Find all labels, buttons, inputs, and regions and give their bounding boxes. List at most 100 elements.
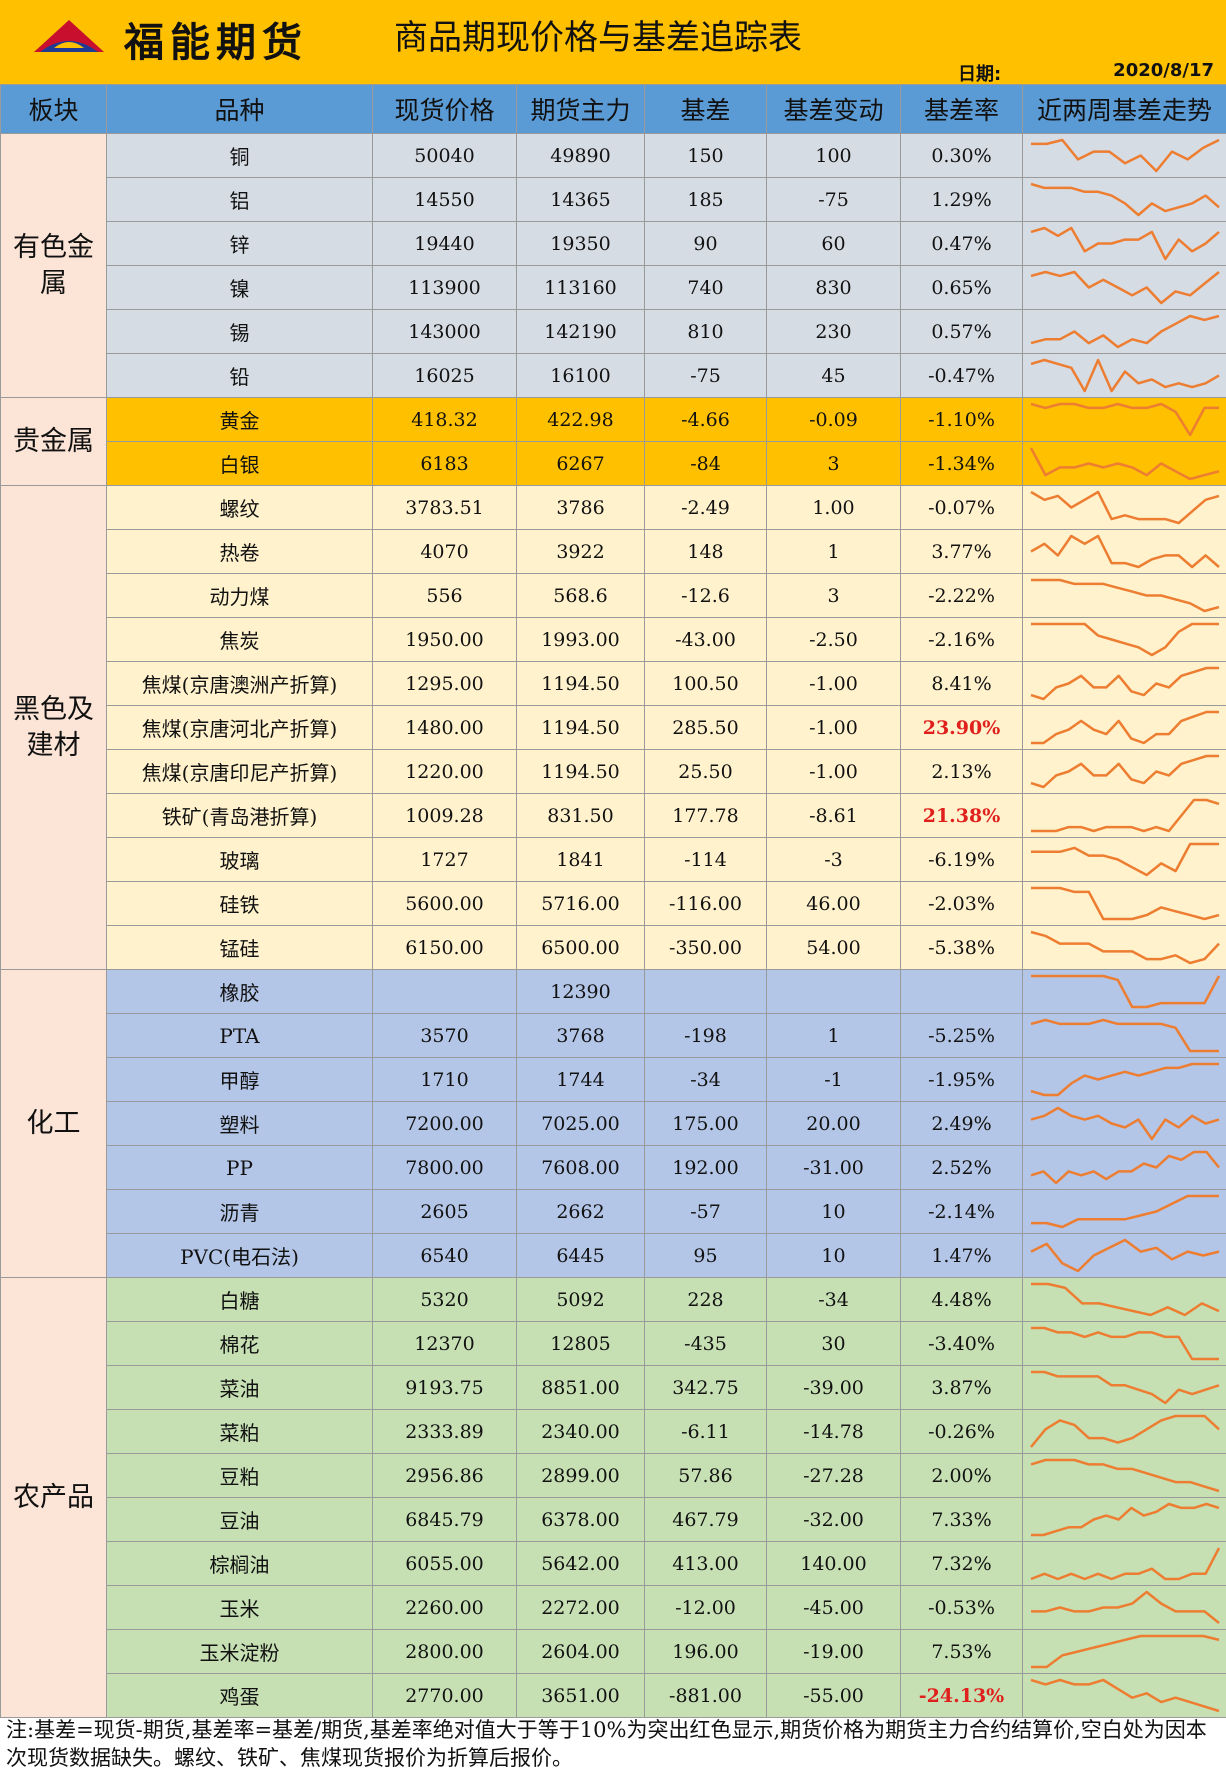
basis-change-cell [766,969,901,1014]
table-row: 锰硅 6150.00 6500.00 -350.00 54.00 -5.38% [1,925,1226,970]
table-row: PP 7800.00 7608.00 192.00 -31.00 2.52% [1,1145,1226,1190]
basis-rate-cell: 0.30% [900,133,1023,178]
table-row: 贵金属 黄金 418.32 422.98 -4.66 -0.09 -1.10% [0,397,1226,486]
spot-price-cell: 5320 [372,1277,517,1322]
trend-sparkline [1031,710,1219,745]
basis-change-cell: 1.00 [766,485,901,530]
basis-change-cell: 10 [766,1233,901,1278]
sparkline-series [1031,1502,1220,1537]
variety-cell: 铅 [106,353,373,398]
trend-sparkline-cell [1022,617,1226,662]
variety-cell: 白糖 [106,1277,373,1322]
table-row: 铁矿(青岛港折算) 1009.28 831.50 177.78 -8.61 21.38% [1,793,1226,838]
futures-price-cell: 8851.00 [516,1365,645,1410]
basis-rate-cell [900,969,1023,1014]
basis-rate-cell: -24.13% [900,1673,1023,1718]
basis-rate-cell: 21.38% [900,793,1023,838]
basis-rate-cell: -2.03% [900,881,1023,926]
futures-price-cell: 19350 [516,221,645,266]
basis-cell: 175.00 [644,1101,767,1146]
basis-cell: -881.00 [644,1673,767,1718]
basis-change-cell: -0.09 [766,397,901,442]
variety-cell: 玉米 [106,1585,373,1630]
basis-cell: 342.75 [644,1365,767,1410]
col-header-basis: 基差 [644,84,767,134]
variety-cell: PP [106,1145,373,1190]
futures-price-cell: 3651.00 [516,1673,645,1718]
sparkline-series [1030,1238,1220,1273]
sparkline-series [1030,666,1219,701]
trend-sparkline [1030,1458,1220,1493]
basis-cell: 196.00 [644,1629,767,1674]
basis-rate-cell: 3.87% [900,1365,1023,1410]
futures-price-cell: 2272.00 [516,1585,645,1630]
basis-change-cell: -1.00 [766,661,901,706]
variety-cell: 菜粕 [106,1409,373,1454]
basis-rate-cell: 2.13% [900,749,1023,794]
table-row: 黑色及建材 螺纹 3783.51 3786 -2.49 1.00 -0.07% [0,485,1226,970]
col-header-variety: 品种 [106,84,373,134]
futures-price-cell: 568.6 [516,573,645,618]
spot-price-cell: 2260.00 [372,1585,517,1630]
basis-change-cell: 100 [766,133,901,178]
basis-rate-cell: 2.52% [900,1145,1023,1190]
basis-cell: -12.6 [644,573,767,618]
table-row: 玉米淀粉 2800.00 2604.00 196.00 -19.00 7.53% [1,1629,1226,1674]
sector-cell: 化工 [0,969,107,1278]
sparkline-series [1029,447,1220,481]
basis-rate-cell: -2.22% [900,573,1023,618]
variety-cell: 鸡蛋 [106,1673,373,1718]
basis-cell: 100.50 [644,661,767,706]
trend-sparkline-cell [1022,529,1226,574]
trend-sparkline [1030,1547,1221,1581]
basis-cell: 228 [644,1277,767,1322]
spot-price-cell: 5600.00 [372,881,517,926]
trend-sparkline [1030,1414,1220,1448]
futures-price-cell: 831.50 [516,793,645,838]
spot-price-cell: 1480.00 [372,705,517,750]
spot-price-cell: 556 [372,573,517,618]
trend-sparkline-cell [1022,1321,1226,1366]
sparkline-series [1031,1370,1220,1405]
sparkline-series [1030,1106,1220,1141]
variety-cell: 橡胶 [106,969,373,1014]
basis-change-cell: -34 [766,1277,901,1322]
variety-cell: 黄金 [106,397,373,442]
trend-sparkline [1030,314,1220,349]
table-row: 铅 16025 16100 -75 45 -0.47% [1,353,1226,398]
sparkline-series [1031,1634,1220,1669]
variety-cell: 镍 [106,265,373,310]
trend-sparkline-cell [1022,1277,1226,1322]
futures-price-cell: 12390 [516,969,645,1014]
spot-price-cell: 418.32 [372,397,517,442]
company-name: 福能期货 [124,20,308,66]
basis-change-cell: -19.00 [766,1629,901,1674]
basis-rate-cell: -1.34% [900,441,1023,486]
trend-sparkline-cell [1022,1013,1226,1058]
trend-sparkline-cell [1022,397,1226,442]
variety-cell: 铝 [106,177,373,222]
trend-sparkline-cell [1022,793,1226,838]
variety-cell: 锌 [106,221,373,266]
basis-rate-cell: 3.77% [900,529,1023,574]
futures-price-cell: 12805 [516,1321,645,1366]
variety-cell: 豆油 [106,1497,373,1542]
basis-rate-cell: 1.29% [900,177,1023,222]
basis-change-cell: 1 [766,529,901,574]
sparkline-series [1031,622,1219,657]
basis-rate-cell: 1.47% [900,1233,1023,1278]
variety-cell: 热卷 [106,529,373,574]
spot-price-cell: 50040 [372,133,517,178]
table-row: 豆粕 2956.86 2899.00 57.86 -27.28 2.00% [1,1453,1226,1498]
trend-sparkline-cell [1022,705,1226,750]
futures-price-cell: 5716.00 [516,881,645,926]
trend-sparkline-cell [1022,837,1226,882]
trend-sparkline [1030,358,1220,393]
sparkline-series [1030,490,1220,525]
futures-price-cell: 14365 [516,177,645,222]
sparkline-series [1031,138,1220,173]
sparkline-series [1031,1590,1220,1624]
basis-cell: 57.86 [644,1453,767,1498]
futures-price-cell: 1744 [516,1057,645,1102]
trend-sparkline [1030,1238,1220,1273]
